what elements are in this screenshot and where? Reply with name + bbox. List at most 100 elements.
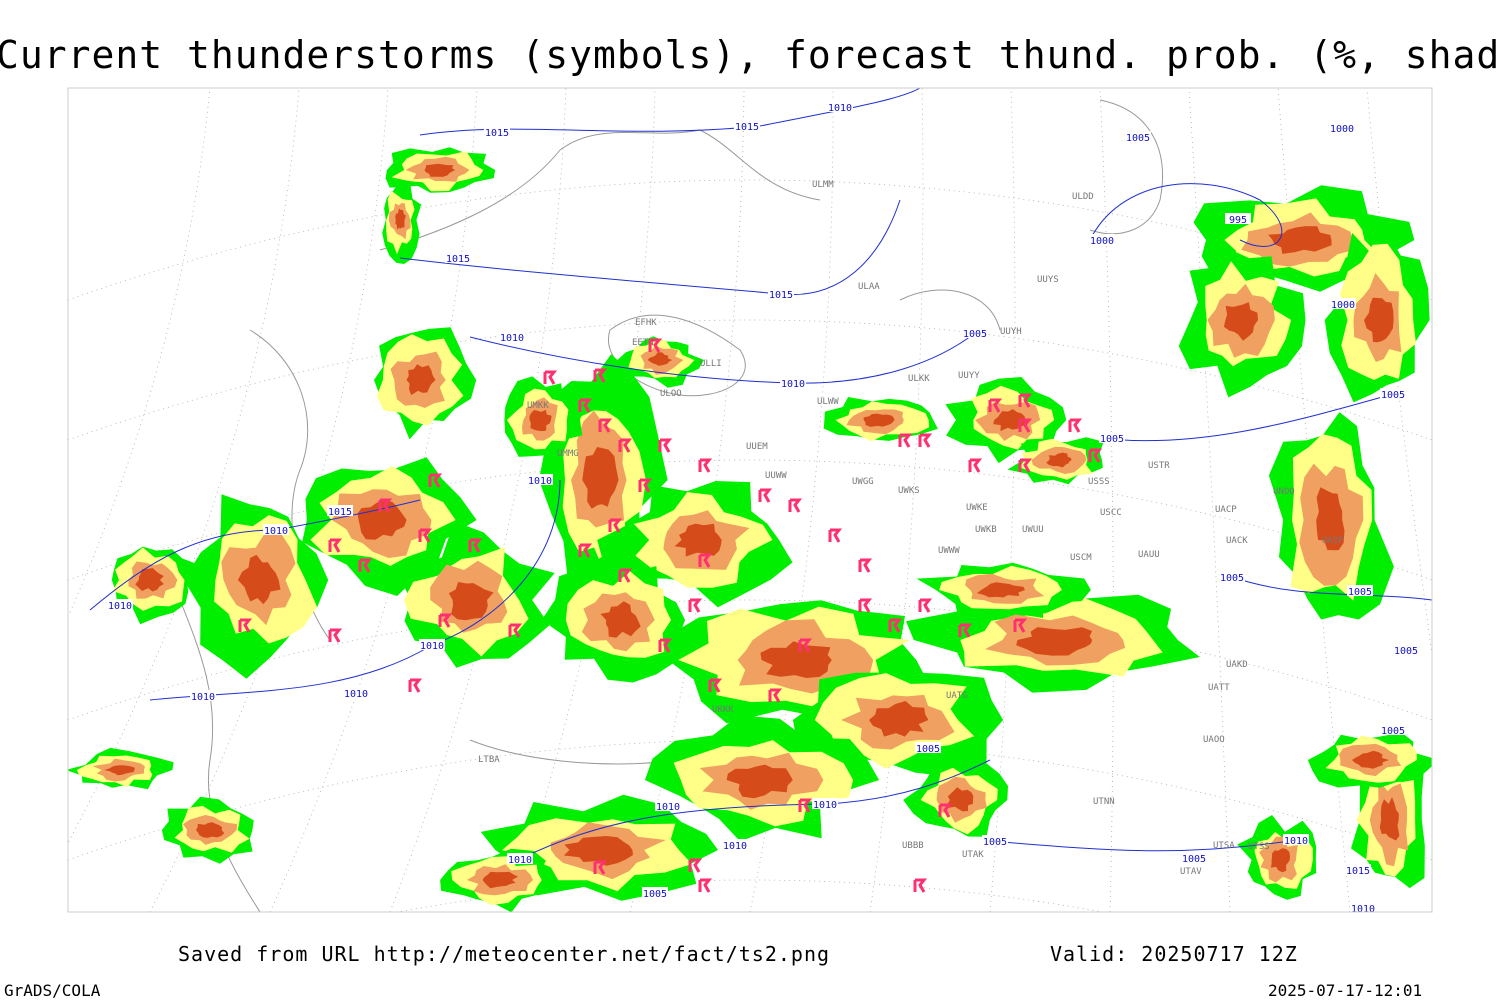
thunderstorm-symbol	[328, 628, 343, 643]
thunderstorm-symbol	[698, 458, 713, 473]
isobar-label-bg	[484, 126, 510, 137]
graticule	[389, 88, 567, 912]
isobar-label: 1005	[1100, 434, 1124, 445]
station-label: UNOO	[1273, 487, 1295, 497]
isobar-label-bg	[1283, 834, 1309, 845]
thunderstorm-symbol	[858, 558, 873, 573]
isobar-label: 1010	[656, 802, 680, 813]
isobar	[1099, 393, 1394, 442]
isobar-label: 1010	[420, 641, 444, 652]
graticule	[68, 459, 1432, 581]
isobar-label: 1010	[191, 692, 215, 703]
probability-shade	[1270, 848, 1290, 873]
isobar-label-bg	[1225, 213, 1251, 224]
probability-shade	[424, 163, 456, 177]
isobar-label-bg	[1380, 724, 1406, 735]
station-label: EETN	[632, 338, 654, 348]
thunderstorm-symbol	[468, 538, 483, 553]
thunderstorm-symbol	[598, 418, 613, 433]
thunderstorm-symbol	[593, 860, 608, 875]
graticule	[395, 879, 1105, 912]
isobar	[399, 199, 901, 296]
isobar-label: 1005	[1381, 726, 1405, 737]
station-label: UNBB	[1432, 479, 1454, 489]
probability-shade	[1364, 297, 1394, 343]
thunderstorm-symbol	[958, 623, 973, 638]
thunderstorm-symbol	[1018, 393, 1033, 408]
station-label: USCC	[1100, 508, 1122, 518]
isobar-label-bg	[190, 690, 216, 701]
station-label: UKKK	[712, 705, 734, 715]
thunderstorm-symbol	[988, 398, 1003, 413]
probability-shade	[406, 364, 436, 396]
thunderstorm-symbol	[708, 678, 723, 693]
thunderstorm-symbol	[428, 473, 443, 488]
station-label: ULMM	[812, 180, 834, 190]
thunderstorm-symbol	[798, 638, 813, 653]
coastline	[1089, 99, 1163, 235]
probability-shade	[1268, 226, 1332, 254]
isobar-label: 1010	[508, 855, 532, 866]
isobar-label-bg	[982, 835, 1008, 846]
station-label: UATG	[946, 691, 968, 701]
isobar-label-bg	[527, 474, 553, 485]
thunderstorm-symbol	[658, 438, 673, 453]
probability-shade	[135, 568, 164, 592]
probability-shade	[448, 582, 494, 621]
station-label: ULOO	[660, 389, 682, 399]
thunderstorm-symbol	[688, 858, 703, 873]
probability-shade	[674, 523, 722, 557]
isobar-label: 1005	[983, 837, 1007, 848]
coastline	[179, 599, 261, 912]
coastline	[379, 129, 821, 251]
station-label: UUYY	[958, 371, 980, 381]
probability-shade	[760, 641, 832, 678]
probability-shade	[869, 701, 929, 737]
station-label: UWUU	[1022, 525, 1044, 535]
station-label: UUWW	[765, 471, 787, 481]
isobar-label-bg	[1219, 571, 1245, 582]
graticule	[1099, 88, 1114, 912]
station-label: UUYH	[1000, 327, 1022, 337]
station-label: ULKK	[908, 374, 930, 384]
thunderstorm-symbol	[438, 613, 453, 628]
thunderstorm-symbol	[888, 618, 903, 633]
station-label: USTR	[1148, 461, 1170, 471]
coastline	[899, 289, 1001, 331]
station-label: ULLI	[700, 359, 722, 369]
map-border	[67, 87, 1433, 913]
isobar-label-bg	[1393, 644, 1419, 655]
probability-shade	[482, 871, 518, 889]
isobar-label-bg	[915, 742, 941, 753]
isobar-label: 1010	[1351, 904, 1375, 915]
isobar-label-bg	[499, 331, 525, 342]
isobar-label: 1010	[108, 601, 132, 612]
thunderstorm-symbol	[648, 338, 663, 353]
thunderstorm-symbol	[593, 368, 608, 383]
thunderstorm-symbol	[543, 370, 558, 385]
station-label: UWKE	[966, 503, 988, 513]
isobar-label-bg	[1347, 585, 1373, 596]
station-label: USSS	[1088, 477, 1110, 487]
thunderstorm-symbol	[758, 488, 773, 503]
isobar-label-bg	[1125, 131, 1151, 142]
thunderstorm-symbol	[1068, 418, 1083, 433]
isobar	[1089, 183, 1283, 247]
isobar-label-bg	[107, 599, 133, 610]
isobar-label: 1010	[828, 103, 852, 114]
probability-shade	[1316, 487, 1345, 551]
thunderstorm-symbol	[788, 498, 803, 513]
thunderstorm-symbol	[408, 678, 423, 693]
graticule	[68, 179, 1432, 301]
station-label: UASP	[1322, 536, 1344, 546]
isobar	[989, 839, 1297, 852]
probability-shade	[1223, 302, 1258, 341]
isobar-label-bg	[445, 252, 471, 263]
isobar-label: 1010	[813, 800, 837, 811]
isobar	[1231, 576, 1432, 601]
probability-shade	[947, 787, 974, 812]
isobar-label-bg	[780, 377, 806, 388]
station-label: ULDD	[1072, 192, 1094, 202]
footer-source: Saved from URL http://meteocenter.net/fa…	[178, 942, 830, 966]
